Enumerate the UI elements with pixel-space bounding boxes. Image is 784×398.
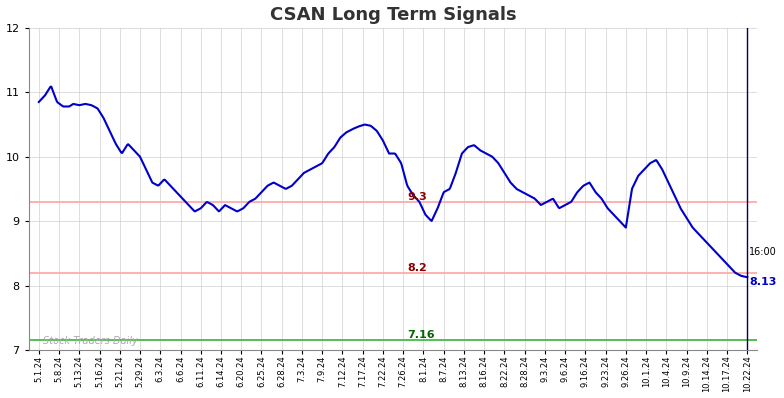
Text: 16:00: 16:00	[750, 247, 777, 257]
Text: 9.3: 9.3	[407, 192, 427, 202]
Text: Stock Traders Daily: Stock Traders Daily	[43, 336, 138, 346]
Text: 8.2: 8.2	[407, 263, 427, 273]
Text: 7.16: 7.16	[407, 330, 435, 340]
Title: CSAN Long Term Signals: CSAN Long Term Signals	[270, 6, 517, 23]
Text: 8.13: 8.13	[750, 277, 777, 287]
